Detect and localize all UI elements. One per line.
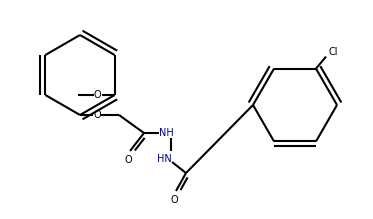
Text: O: O [94, 90, 101, 100]
Text: O: O [93, 110, 101, 120]
Text: NH: NH [159, 128, 173, 138]
Text: HN: HN [157, 154, 171, 164]
Text: Cl: Cl [328, 47, 338, 57]
Text: O: O [124, 155, 132, 165]
Text: O: O [170, 195, 178, 205]
